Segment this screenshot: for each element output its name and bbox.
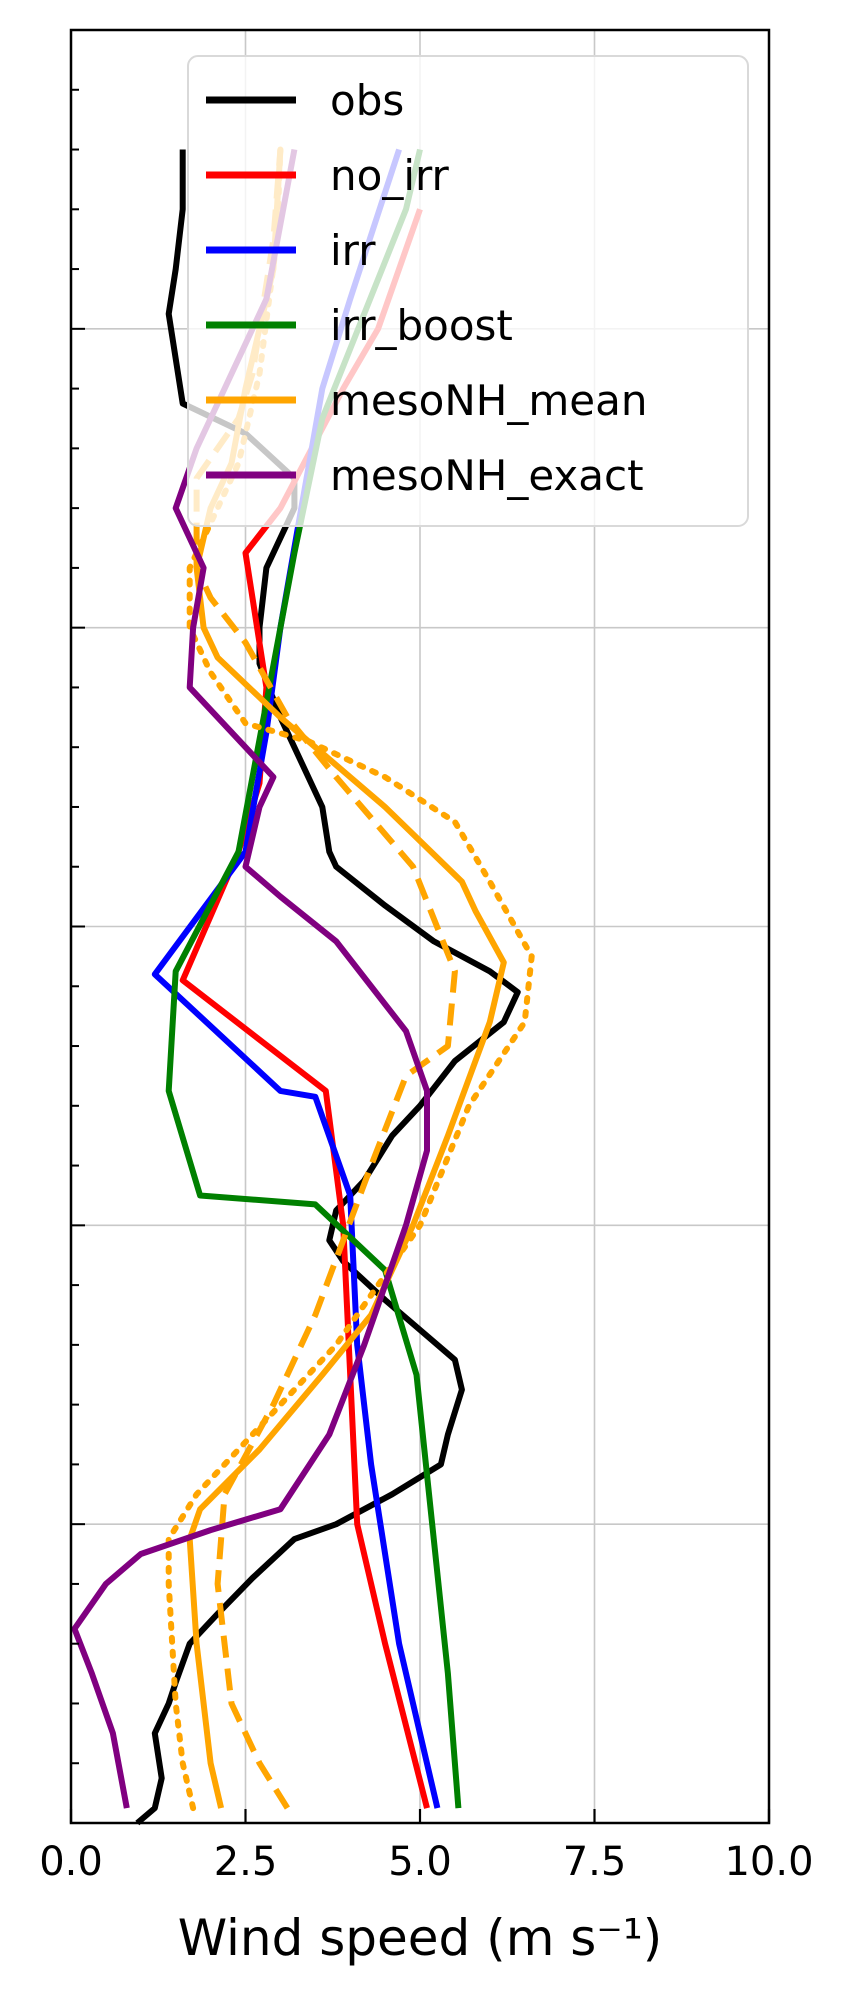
x-tick-label: 0.0: [39, 1839, 103, 1885]
legend-box: [187, 55, 749, 527]
axis-ticks: 0.0 2.5 5.0 7.5 10.0: [39, 88, 814, 1885]
legend-label-irr: irr: [330, 226, 376, 275]
x-tick-label: 7.5: [563, 1839, 627, 1885]
legend-label-obs: obs: [330, 76, 404, 125]
legend-label-no-irr: no_irr: [330, 151, 450, 200]
x-axis-label: Wind speed (m s⁻¹): [178, 1909, 663, 1967]
legend-label-mesoNH-exact: mesoNH_exact: [330, 451, 644, 500]
x-tick-label: 5.0: [388, 1839, 452, 1885]
x-tick-label: 10.0: [724, 1839, 813, 1885]
series-line-mesoNH-exact: [71, 148, 430, 1809]
x-tick-label: 2.5: [214, 1839, 278, 1885]
legend-label-irr-boost: irr_boost: [330, 301, 513, 350]
legend-label-mesoNH-mean: mesoNH_mean: [330, 376, 647, 425]
